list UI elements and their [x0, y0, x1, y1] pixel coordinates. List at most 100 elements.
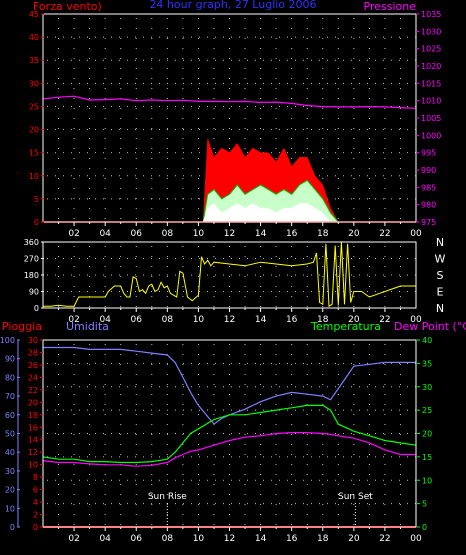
grid-dot [159, 82, 160, 84]
grid-dot [95, 386, 96, 388]
grid-dot [166, 454, 168, 455]
grid-dot [367, 82, 368, 84]
grid-dot [327, 82, 328, 84]
grid-dot [384, 514, 386, 515]
grid-dot [368, 344, 370, 345]
grid-dot [295, 105, 296, 107]
grid-dot [87, 386, 88, 388]
grid-dot [399, 424, 401, 425]
grid-dot [399, 479, 400, 481]
grid-dot [239, 386, 240, 388]
grid-dot [104, 354, 106, 355]
grid-dot [383, 59, 384, 61]
grid-dot [229, 138, 230, 139]
grid-dot [229, 454, 230, 455]
grid-dot [291, 404, 293, 405]
grid-dot [135, 158, 137, 159]
grid-dot [337, 404, 339, 405]
grid-dot [103, 175, 104, 177]
grid-dot [322, 464, 324, 465]
grid-dot [215, 386, 216, 388]
grid-dot [291, 128, 293, 129]
grid-dot [73, 178, 75, 179]
grid-dot [73, 424, 75, 425]
grid-dot [183, 409, 184, 411]
grid-dot [104, 98, 106, 99]
grid-dot [375, 198, 376, 200]
grid-dot [322, 118, 324, 119]
grid-dot [120, 374, 122, 375]
grid-dot [197, 354, 199, 355]
grid-dot [119, 82, 120, 84]
grid-dot [327, 456, 328, 458]
grid-dot [359, 274, 360, 276]
grid-dot [55, 291, 56, 292]
grid-dot [120, 58, 122, 59]
grid-dot [275, 98, 277, 99]
grid-dot [87, 258, 88, 259]
grid-dot [229, 296, 230, 297]
grid-dot [47, 409, 48, 411]
grid-dot [322, 18, 324, 19]
grid-dot [111, 274, 112, 276]
grid-dot [213, 484, 215, 485]
grid-dot [384, 424, 386, 425]
wind-axis-title: Forza vento) [33, 0, 102, 13]
grid-dot [175, 258, 176, 259]
grid-dot [322, 424, 324, 425]
grid-dot [353, 344, 355, 345]
grid-dot [244, 364, 246, 365]
grid-dot [63, 362, 64, 364]
grid-dot [167, 291, 168, 292]
x-tick-label: 14 [255, 315, 267, 325]
grid-dot [87, 274, 88, 276]
grid-dot [367, 59, 368, 61]
grid-dot [111, 456, 112, 458]
grid-dot [95, 198, 96, 200]
grid-dot [111, 362, 112, 364]
grid-dot [383, 503, 384, 505]
grid-dot [337, 276, 339, 277]
grid-dot [151, 152, 152, 154]
y-tick-label: 70 [5, 392, 15, 401]
grid-dot [287, 409, 288, 411]
grid-dot [175, 129, 176, 131]
grid-dot [111, 36, 112, 38]
grid-dot [247, 503, 248, 505]
grid-dot [229, 88, 230, 89]
grid-dot [244, 306, 246, 307]
grid-dot [135, 28, 137, 29]
grid-dot [182, 78, 184, 79]
grid-dot [319, 152, 320, 154]
grid-dot [166, 88, 168, 89]
x-tick-label: 20 [348, 315, 360, 325]
grid-dot [368, 98, 370, 99]
grid-dot [239, 409, 240, 411]
grid-dot [151, 291, 152, 292]
grid-dot [166, 504, 168, 505]
grid-dot [199, 503, 200, 505]
grid-dot [291, 88, 293, 89]
grid-dot [247, 456, 248, 458]
grid-dot [207, 59, 208, 61]
grid-dot [295, 386, 296, 388]
grid-dot [368, 158, 370, 159]
grid-dot [275, 484, 277, 485]
grid-dot [260, 68, 262, 69]
grid-dot [135, 129, 136, 131]
grid-dot [199, 36, 200, 38]
panel-1-grid [47, 13, 416, 219]
grid-dot [63, 433, 64, 434]
grid-dot [311, 274, 312, 276]
grid-dot [89, 18, 91, 19]
y-tick-label: 35 [29, 56, 39, 65]
grid-dot [58, 524, 60, 525]
grid-dot [229, 38, 230, 39]
grid-dot [244, 494, 246, 495]
grid-dot [197, 68, 199, 69]
grid-dot [391, 105, 392, 107]
grid-dot [337, 78, 339, 79]
grid-dot [229, 286, 230, 287]
grid-dot [327, 291, 328, 292]
